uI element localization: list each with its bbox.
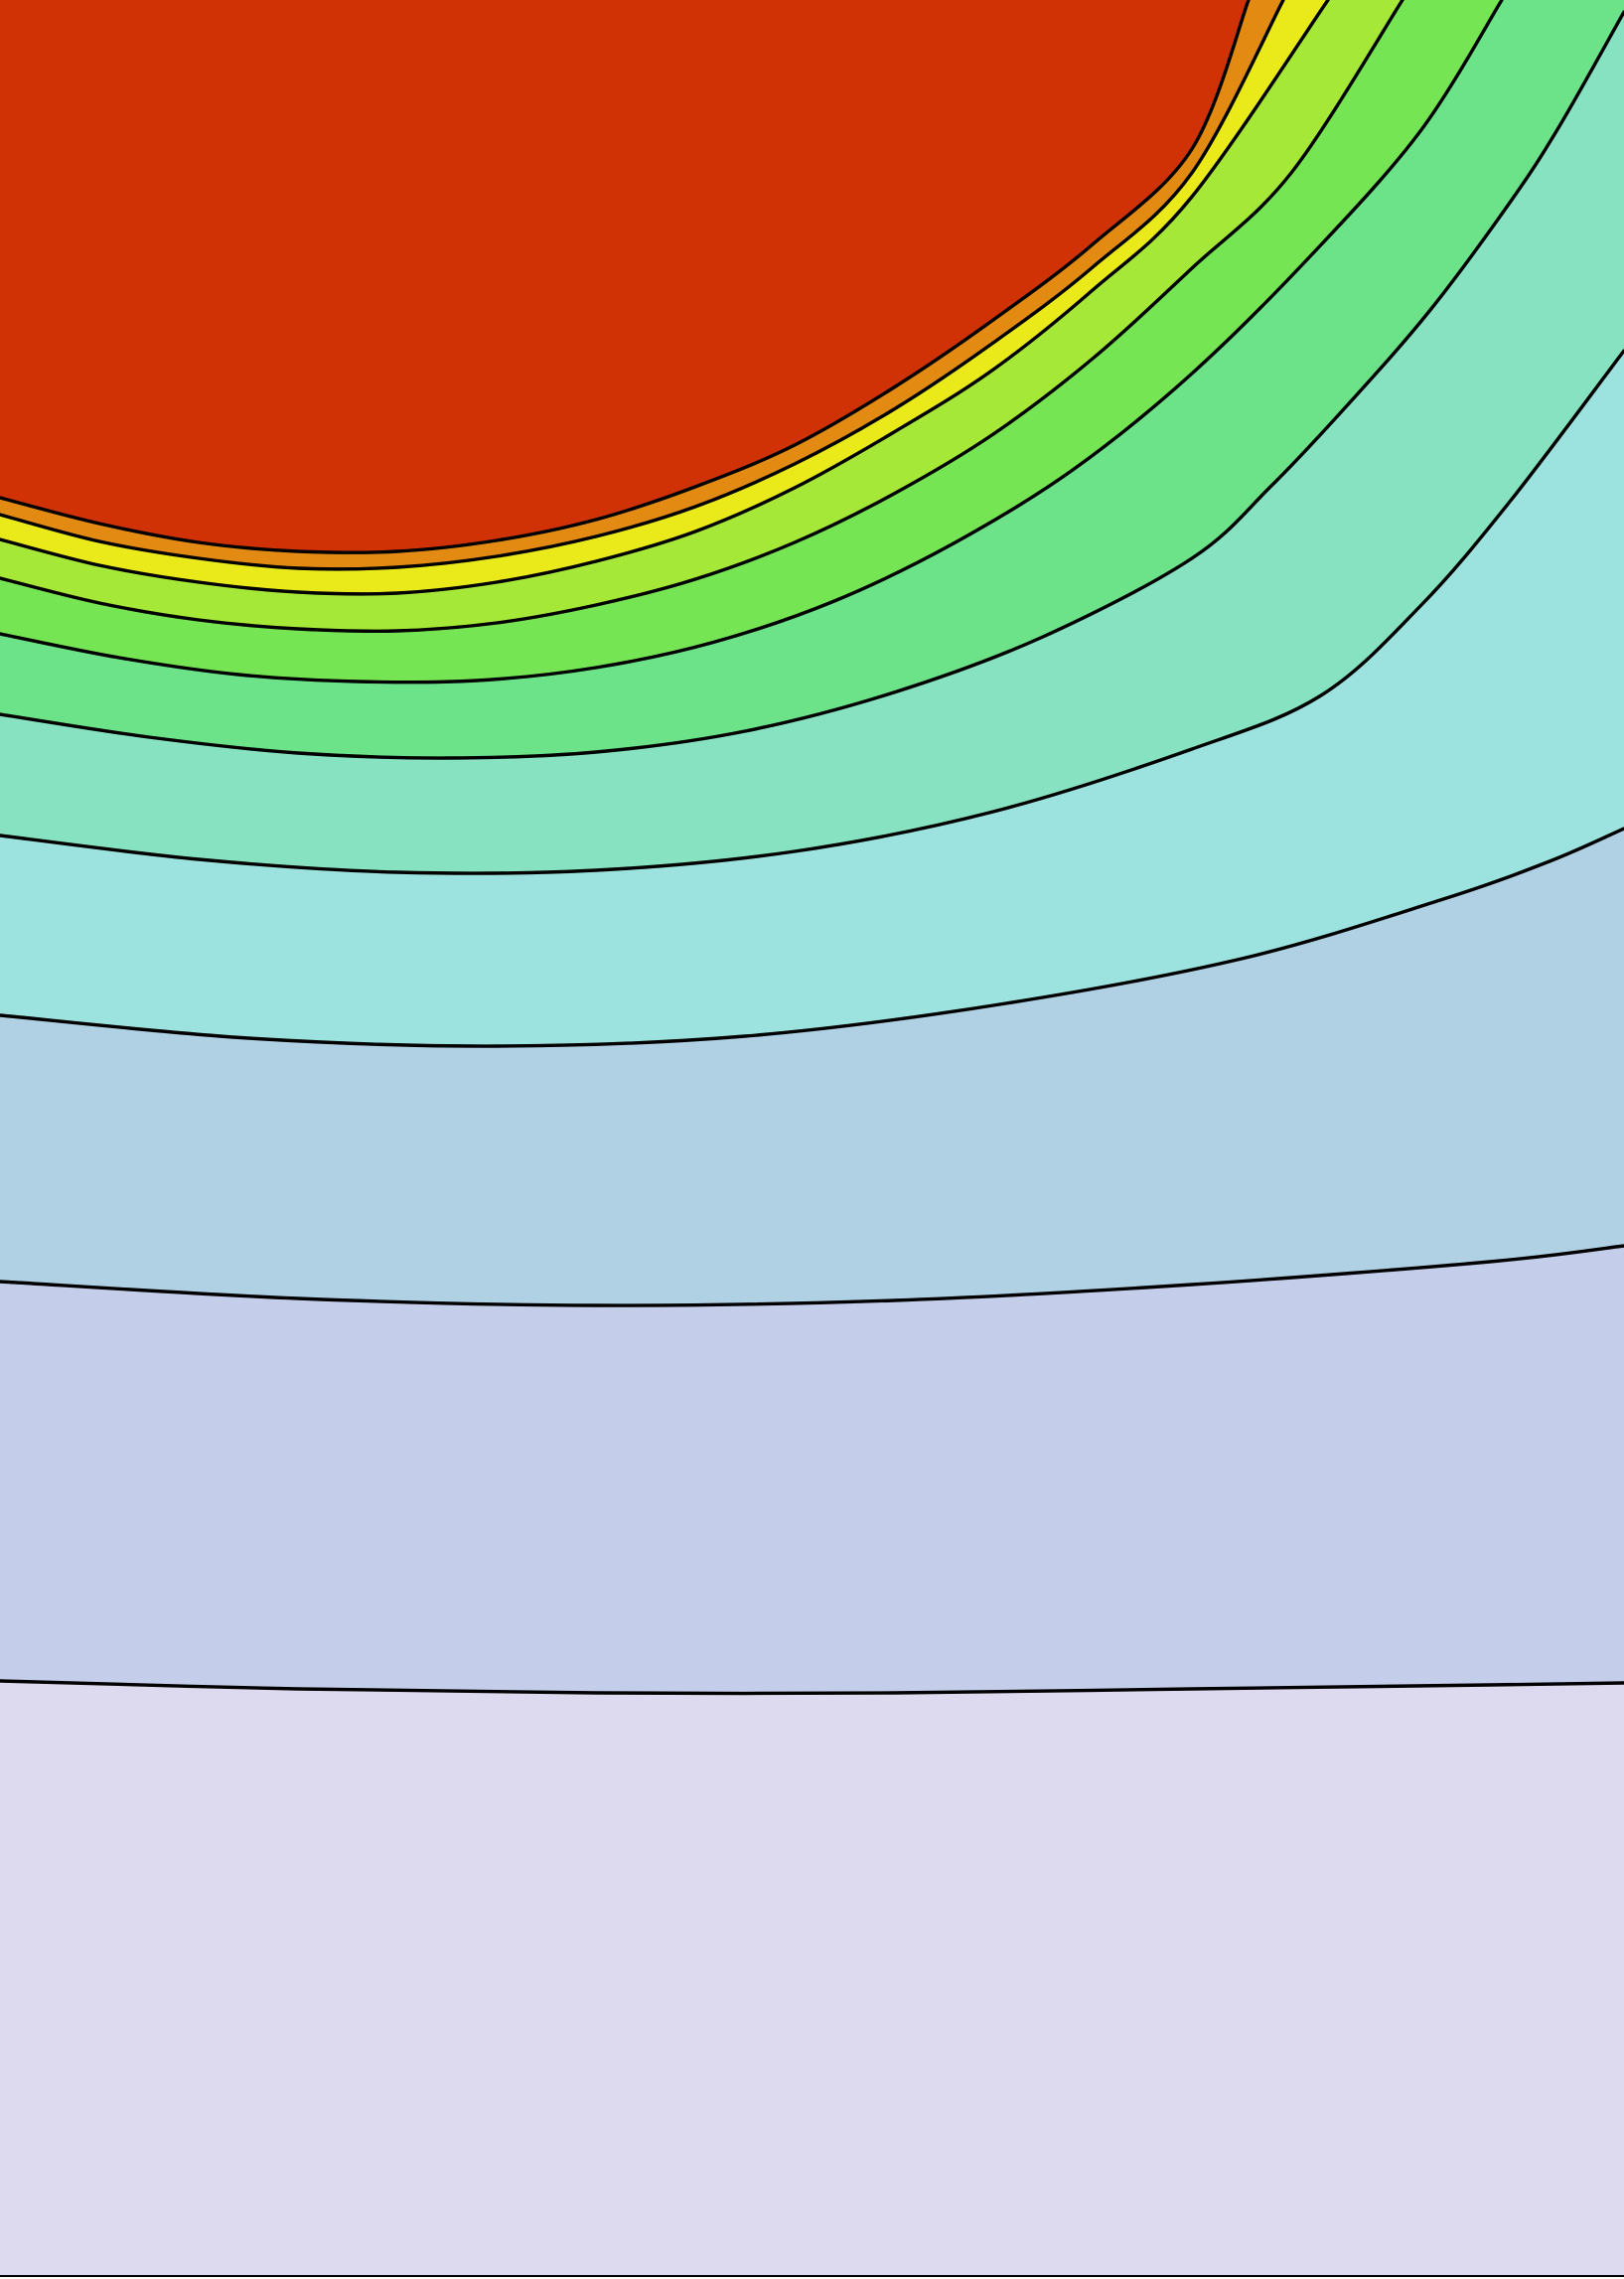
contour-line-level-6 — [0, 0, 1504, 684]
contour-line-level-10 — [0, 0, 1251, 554]
contour-line-level-1 — [0, 1679, 1624, 1696]
contour-band-10 — [0, 0, 1249, 553]
contour-line-level-4 — [0, 349, 1624, 875]
contour-line-level-8 — [0, 0, 1330, 596]
contour-line-level-5 — [0, 10, 1624, 760]
contour-lines — [0, 0, 1624, 1696]
contour-line-level-3 — [0, 827, 1624, 1048]
contour-line-level-2 — [0, 1244, 1624, 1307]
contour-line-level-7 — [0, 0, 1404, 634]
contour-line-level-9 — [0, 0, 1285, 571]
